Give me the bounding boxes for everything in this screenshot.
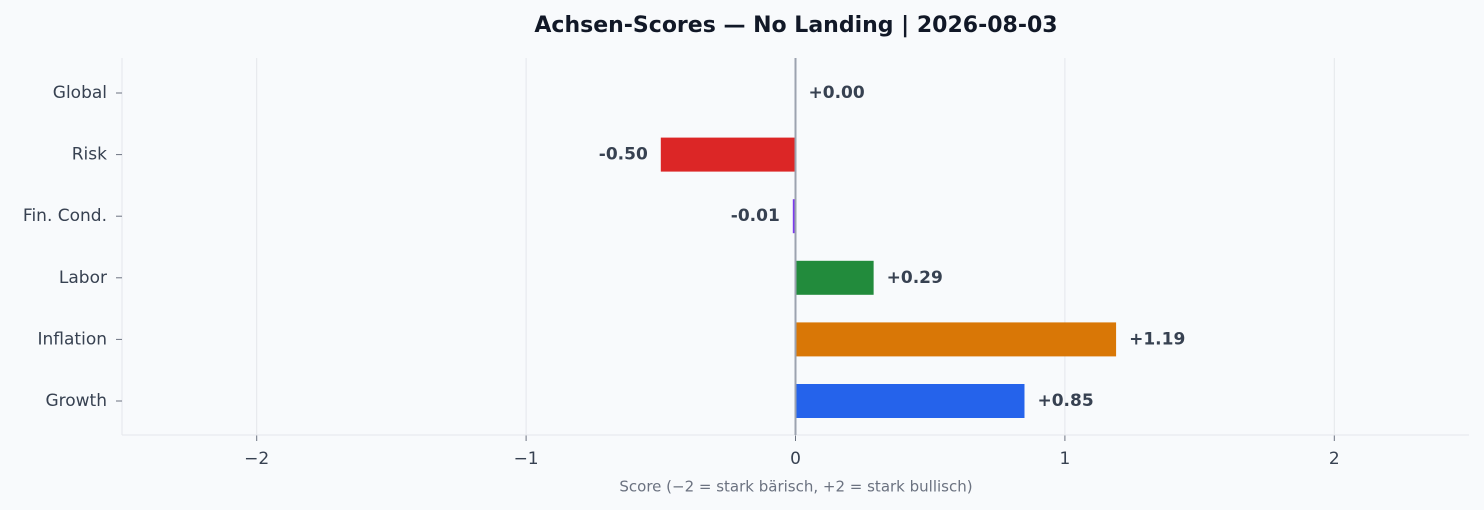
x-tick-label: −1 bbox=[514, 449, 539, 469]
y-tick-label: Growth bbox=[45, 391, 107, 411]
x-axis-label: Score (−2 = stark bärisch, +2 = stark bu… bbox=[619, 478, 972, 496]
chart-title: Achsen-Scores — No Landing | 2026-08-03 bbox=[534, 13, 1057, 38]
x-tick-label: −2 bbox=[244, 449, 269, 469]
y-tick-label: Labor bbox=[59, 268, 107, 288]
y-tick-label: Risk bbox=[72, 145, 107, 165]
value-label: +0.00 bbox=[809, 83, 865, 103]
bar bbox=[660, 137, 796, 172]
y-tick-label: Fin. Cond. bbox=[23, 206, 107, 226]
value-label: +1.19 bbox=[1129, 329, 1185, 349]
bar bbox=[795, 322, 1117, 357]
bar bbox=[795, 384, 1025, 418]
value-label: +0.85 bbox=[1037, 391, 1093, 411]
value-label: +0.29 bbox=[887, 268, 943, 288]
value-label: -0.50 bbox=[599, 145, 648, 165]
y-tick-label: Global bbox=[53, 83, 107, 103]
x-tick-label: 2 bbox=[1329, 449, 1340, 469]
value-label: -0.01 bbox=[731, 206, 780, 226]
bar bbox=[795, 260, 874, 295]
y-tick-label: Inflation bbox=[38, 329, 107, 349]
x-tick-label: 0 bbox=[790, 449, 801, 469]
x-tick-label: 1 bbox=[1059, 449, 1070, 469]
bar bbox=[792, 199, 796, 234]
